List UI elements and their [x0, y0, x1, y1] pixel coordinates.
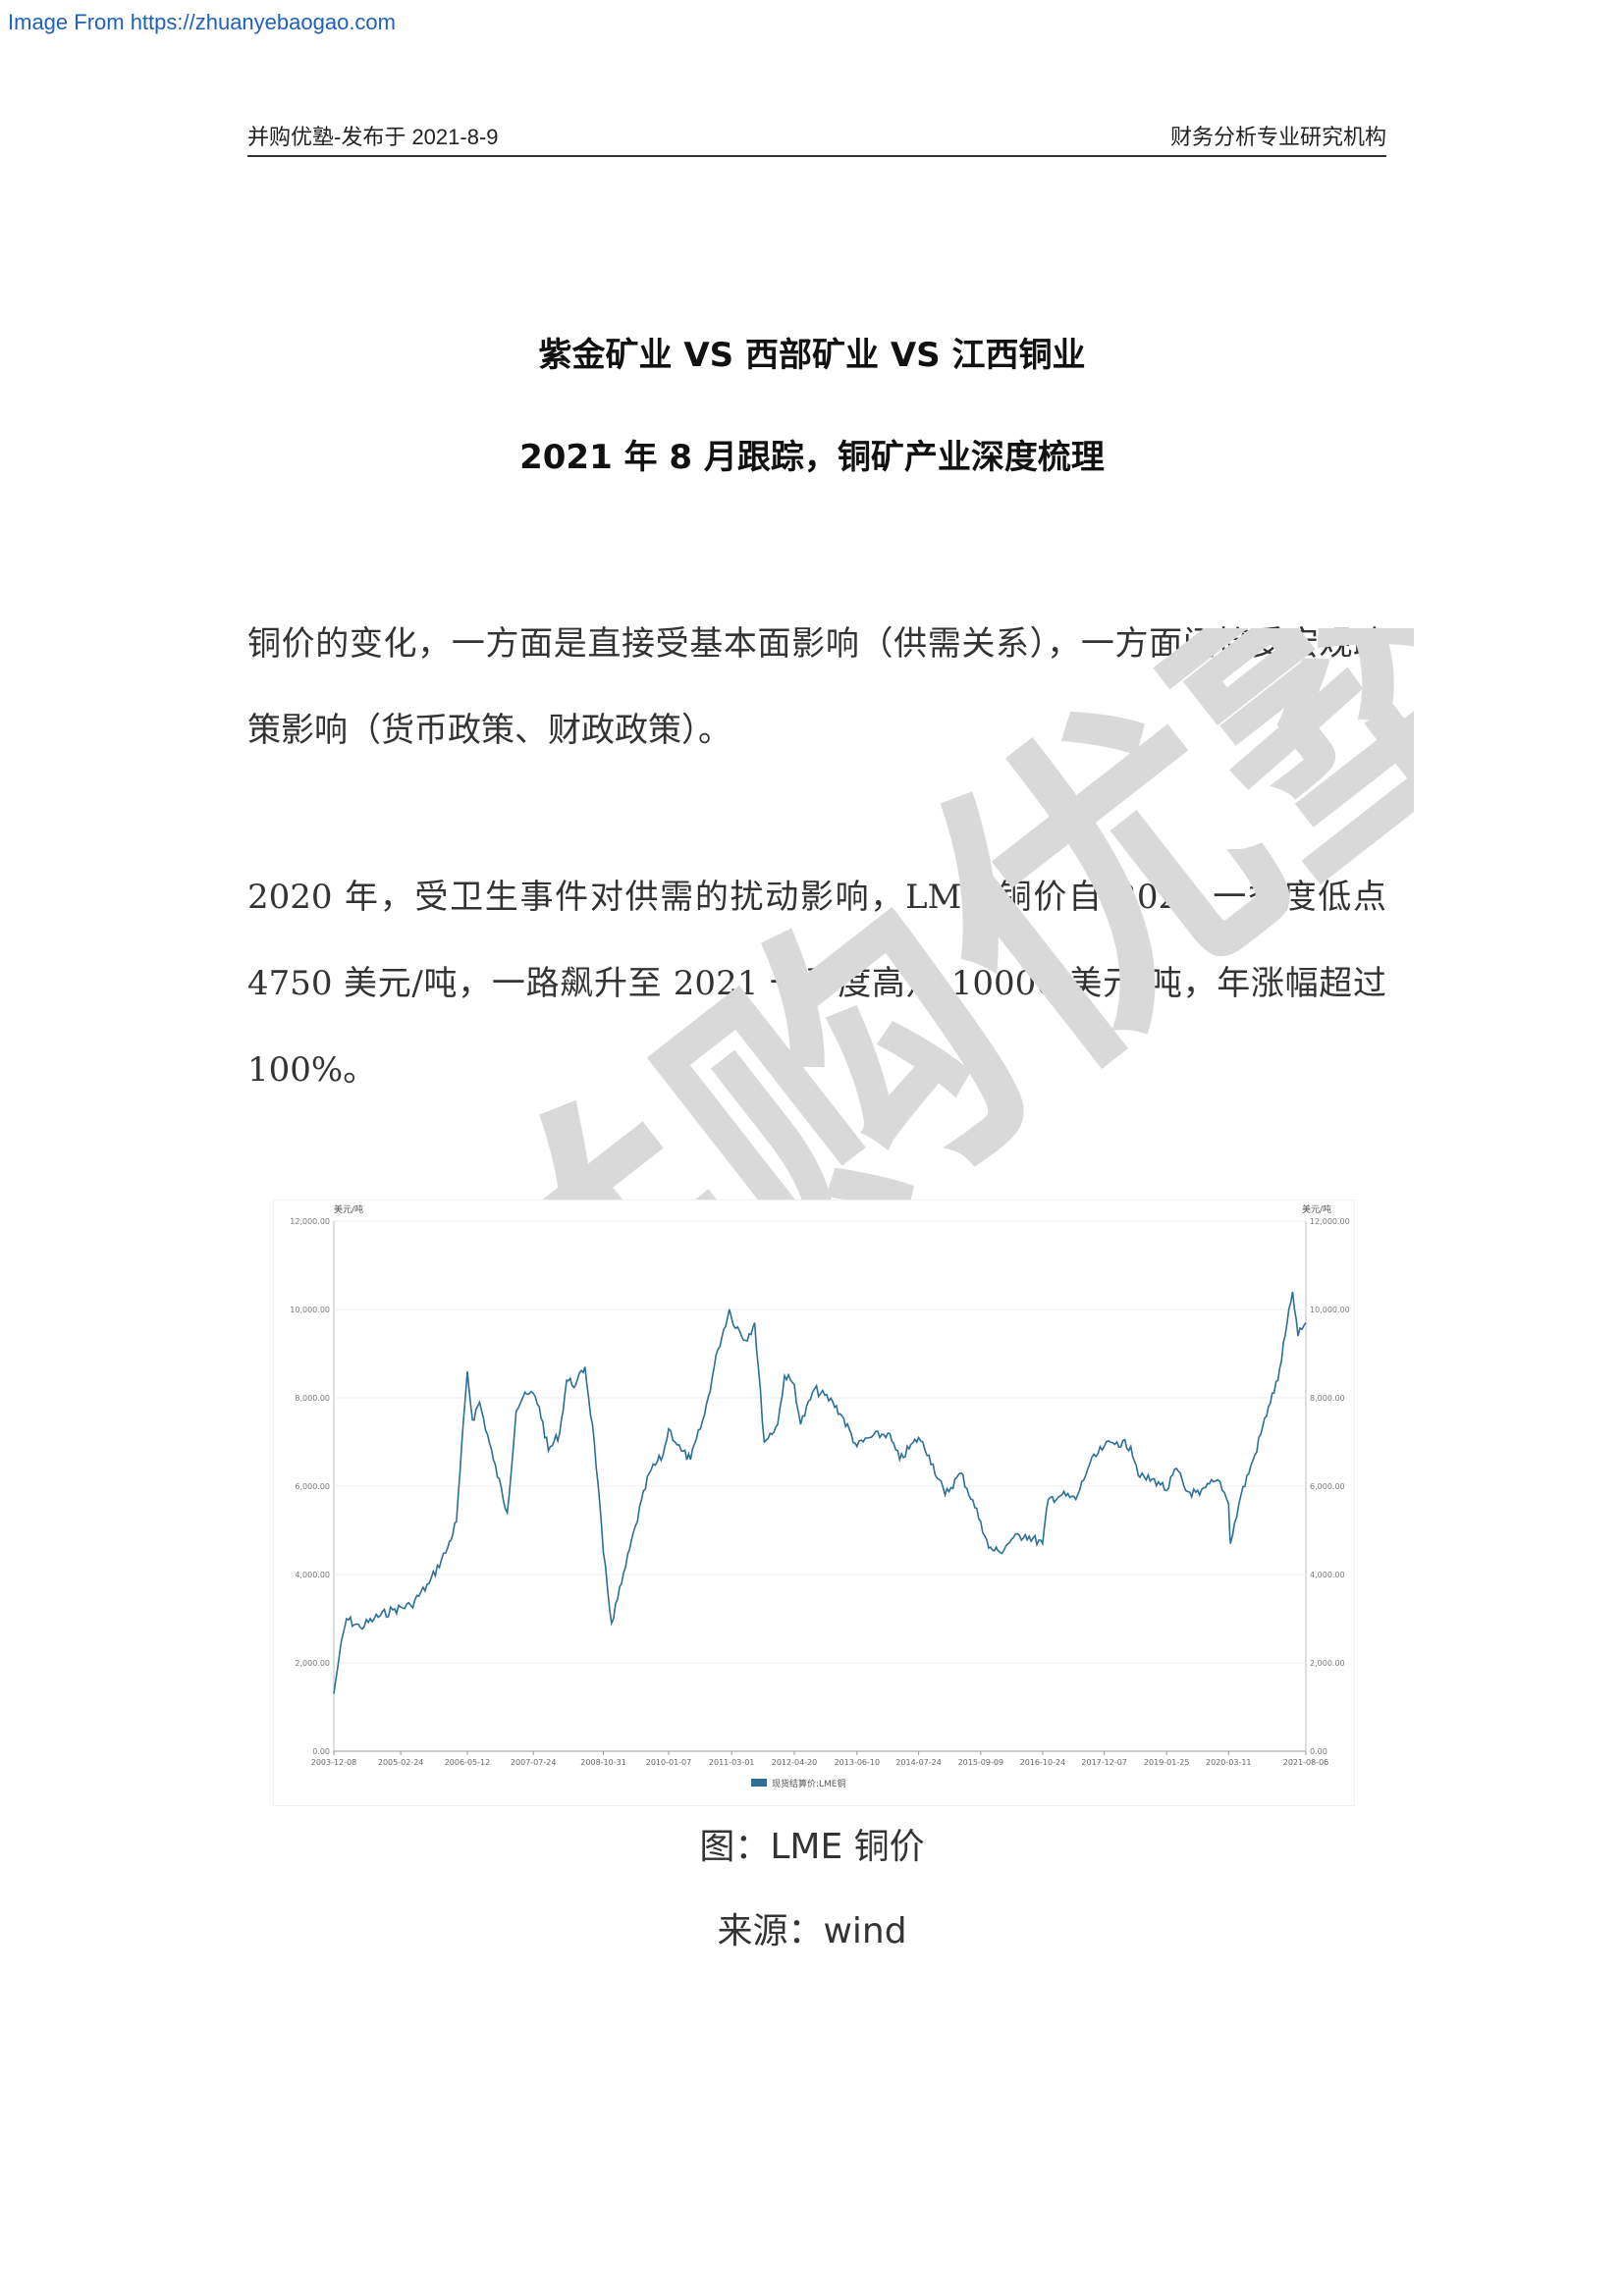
y-unit-right: 美元/吨	[1302, 1203, 1331, 1215]
y-tick-label-right: 2,000.00	[1310, 1659, 1345, 1668]
figure-source: 来源：wind	[717, 1911, 907, 1951]
y-tick-label-right: 12,000.00	[1310, 1217, 1350, 1226]
paragraph-1: 铜价的变化，一方面是直接受基本面影响（供需关系），一方面间接受宏观政策影响（货币…	[247, 624, 1386, 750]
x-tick-label: 2017-12-07	[1081, 1758, 1127, 1767]
x-axis: 2003-12-08 2005-02-24 2006-05-12 2007-07-24…	[311, 1751, 1329, 1767]
doc-title-line1: 紫金矿业 VS 西部矿业 VS 江西铜业	[538, 336, 1086, 375]
header-publisher: 并购优塾-发布于 2021-8-9	[247, 125, 499, 149]
header-org: 财务分析专业研究机构	[1169, 125, 1386, 149]
x-tick-label: 2010-01-07	[646, 1758, 692, 1767]
x-tick-label: 2021-08-06	[1283, 1758, 1329, 1767]
chart-frame	[273, 1200, 1355, 1806]
chart-legend: 现货结算价:LME铜	[751, 1778, 846, 1789]
lme-copper-chart: 0.00 2,000.00 4,000.00 6,000.00 8,000.00 10,0…	[273, 1200, 1355, 1806]
y-tick-label-left: 12,000.00	[290, 1217, 330, 1226]
y-tick-label-left: 6,000.00	[295, 1482, 330, 1491]
x-tick-label: 2003-12-08	[311, 1758, 357, 1767]
x-tick-label: 2015-09-09	[958, 1758, 1004, 1767]
x-tick-label: 2005-02-24	[378, 1758, 424, 1767]
y-axis-left: 0.00 2,000.00 4,000.00 6,000.00 8,000.00 10,0…	[290, 1217, 330, 1756]
series-line	[333, 1291, 1307, 1694]
y-tick-label-right: 0.00	[1310, 1747, 1327, 1756]
y-tick-label-left: 10,000.00	[290, 1306, 330, 1314]
page-header: 并购优塾-发布于 2021-8-9 财务分析专业研究机构	[247, 116, 1386, 157]
chart-grid	[333, 1220, 1307, 1752]
x-tick-label: 2006-05-12	[445, 1758, 491, 1767]
y-tick-label-right: 10,000.00	[1310, 1306, 1350, 1314]
x-tick-label: 2011-03-01	[709, 1758, 755, 1767]
source-banner[interactable]: Image From https://zhuanyebaogao.com	[8, 10, 396, 34]
y-tick-label-left: 2,000.00	[295, 1659, 330, 1668]
y-tick-label-left: 8,000.00	[295, 1394, 330, 1403]
x-tick-label: 2008-10-31	[580, 1758, 626, 1767]
x-tick-label: 2014-07-24	[895, 1758, 942, 1767]
legend-label: 现货结算价:LME铜	[772, 1778, 846, 1789]
x-tick-label: 2007-07-24	[511, 1758, 557, 1767]
paragraph-2: 2020 年，受卫生事件对供需的扰动影响，LME 铜价自 2020 一季度低点 …	[247, 878, 1386, 1090]
y-tick-label-right: 8,000.00	[1310, 1394, 1345, 1403]
y-tick-label-right: 6,000.00	[1310, 1482, 1345, 1491]
figure-caption: 图：LME 铜价	[699, 1827, 925, 1867]
y-tick-label-right: 4,000.00	[1310, 1571, 1345, 1579]
legend-swatch	[751, 1779, 767, 1787]
x-tick-label: 2016-10-24	[1020, 1758, 1066, 1767]
doc-title-line2: 2021 年 8 月跟踪，铜矿产业深度梳理	[519, 438, 1105, 477]
y-tick-label-left: 0.00	[312, 1747, 330, 1756]
x-tick-label: 2020-03-11	[1206, 1758, 1252, 1767]
x-tick-label: 2019-01-25	[1144, 1758, 1190, 1767]
x-tick-label: 2012-04-20	[772, 1758, 818, 1767]
y-unit-left: 美元/吨	[334, 1203, 363, 1215]
y-axis-right: 0.00 2,000.00 4,000.00 6,000.00 8,000.00 10,0…	[1310, 1217, 1350, 1756]
y-tick-label-left: 4,000.00	[295, 1571, 330, 1579]
x-tick-label: 2013-06-10	[835, 1758, 881, 1767]
